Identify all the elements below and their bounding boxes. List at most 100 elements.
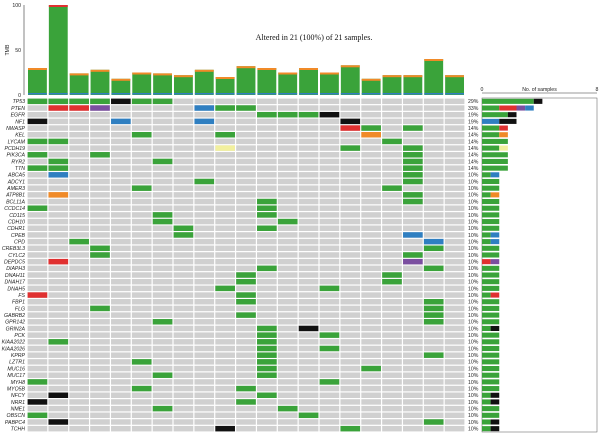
grid-cell (257, 285, 277, 292)
grid-cell (277, 118, 298, 125)
grid-cell (27, 305, 48, 312)
gene-percent: 19% (468, 119, 479, 125)
side-count-bar (533, 98, 543, 104)
grid-cell (152, 272, 173, 278)
grid-cell (152, 172, 173, 178)
grid-cell (215, 218, 235, 225)
grid-cell (48, 292, 69, 298)
grid-cell (152, 379, 173, 385)
grid-cell (403, 399, 423, 405)
grid-cell (298, 272, 319, 278)
grid-cell (69, 299, 89, 305)
grid-cell (194, 185, 215, 191)
grid-cell (257, 125, 277, 131)
side-count-bar (482, 225, 500, 231)
grid-cell (152, 412, 173, 419)
grid-cell (444, 225, 465, 231)
grid-cell (319, 425, 340, 432)
grid-cell (194, 399, 215, 405)
grid-cell (340, 138, 361, 145)
grid-cell (361, 292, 381, 298)
grid-cell (423, 412, 444, 419)
grid-cell (277, 419, 298, 425)
tmb-bar-base (174, 93, 193, 95)
grid-cell (131, 339, 152, 345)
grid-cell (27, 312, 48, 318)
grid-cell (277, 385, 298, 392)
grid-cell (277, 292, 298, 298)
grid-cell (215, 185, 235, 191)
grid-cell (27, 425, 48, 432)
gene-label: GRIN2A (6, 326, 26, 332)
grid-cell (194, 332, 215, 338)
grid-cell (340, 245, 361, 252)
grid-cell (403, 218, 423, 225)
grid-cell (215, 178, 235, 185)
grid-cell (131, 225, 152, 231)
side-count-bar (482, 279, 500, 285)
grid-cell (194, 125, 215, 131)
mutation-cell (215, 145, 235, 151)
side-count-bar (482, 252, 500, 258)
grid-cell (257, 172, 277, 178)
gene-percent: 10% (468, 393, 479, 399)
tmb-bar (424, 59, 444, 95)
grid-cell (277, 178, 298, 185)
grid-cell (111, 372, 131, 378)
gene-percent: 10% (468, 266, 479, 272)
grid-cell (361, 172, 381, 178)
tmb-bar-base (382, 93, 402, 95)
grid-cell (444, 158, 465, 165)
grid-cell (69, 118, 89, 125)
mutation-cell (403, 178, 423, 185)
grid-cell (131, 212, 152, 218)
grid-cell (382, 385, 402, 392)
grid-cell (111, 225, 131, 231)
grid-cell (194, 405, 215, 412)
grid-cell (361, 385, 381, 392)
grid-cell (111, 178, 131, 185)
grid-cell (215, 272, 235, 278)
grid-cell (27, 105, 48, 111)
grid-cell (277, 285, 298, 292)
grid-cell (423, 98, 444, 105)
gene-percent: 10% (468, 366, 479, 372)
grid-cell (298, 339, 319, 345)
grid-cell (403, 412, 423, 419)
grid-cell (444, 152, 465, 158)
grid-cell (382, 305, 402, 312)
side-count-bar (482, 185, 500, 191)
grid-cell (361, 145, 381, 151)
grid-cell (48, 285, 69, 292)
tmb-bar (278, 72, 298, 95)
grid-cell (215, 138, 235, 145)
grid-cell (340, 379, 361, 385)
grid-cell (361, 419, 381, 425)
grid-cell (423, 359, 444, 365)
gene-label: CDH10 (8, 219, 25, 225)
side-count-bar (482, 239, 491, 245)
mutation-cell (423, 352, 444, 358)
grid-cell (298, 172, 319, 178)
grid-cell (90, 192, 110, 198)
grid-cell (173, 158, 194, 165)
grid-cell (173, 278, 194, 285)
grid-cell (215, 225, 235, 231)
grid-cell (236, 225, 256, 231)
grid-cell (361, 98, 381, 105)
grid-cell (131, 292, 152, 298)
gene-percent: 10% (468, 346, 479, 352)
tmb-bar-base (424, 93, 444, 95)
grid-cell (361, 305, 381, 312)
tmb-bar (320, 72, 339, 95)
grid-cell (152, 225, 173, 231)
grid-cell (403, 372, 423, 378)
tmb-bars (28, 5, 464, 95)
grid-cell (444, 345, 465, 352)
grid-cell (152, 292, 173, 298)
grid-cell (69, 419, 89, 425)
grid-cell (361, 405, 381, 412)
grid-cell (152, 252, 173, 258)
grid-cell (423, 152, 444, 158)
mutation-cell (27, 165, 48, 171)
